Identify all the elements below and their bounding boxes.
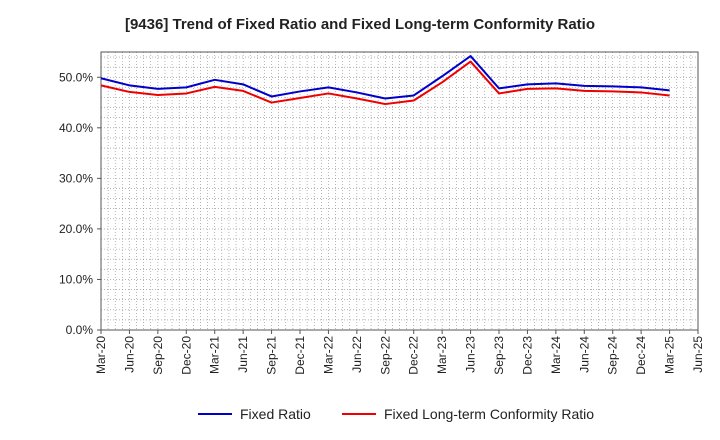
x-tick-label: Jun-21 <box>236 336 250 373</box>
y-tick-label: 0.0% <box>66 323 94 337</box>
x-tick-label: Jun-22 <box>350 336 364 373</box>
x-tick-label: Sep-20 <box>151 336 165 375</box>
x-tick-label: Jun-23 <box>464 336 478 373</box>
y-axis-ticks: 0.0% 10.0% 20.0% 30.0% 40.0% 50.0% <box>59 70 101 337</box>
x-tick-label: Sep-24 <box>606 336 620 375</box>
series-line-1 <box>100 55 670 100</box>
x-tick-label: Sep-21 <box>265 336 279 375</box>
x-tick-label: Mar-25 <box>663 336 677 374</box>
x-tick-label: Dec-21 <box>293 336 307 375</box>
x-tick-label: Mar-22 <box>321 336 335 374</box>
x-tick-label: Sep-22 <box>378 336 392 375</box>
legend-label: Fixed Long-term Conformity Ratio <box>384 406 594 422</box>
x-tick-label: Mar-21 <box>208 336 222 374</box>
x-tick-label: Jun-24 <box>577 336 591 373</box>
legend: Fixed Ratio Fixed Long-term Conformity Ra… <box>198 406 594 422</box>
x-tick-label: Dec-23 <box>520 336 534 375</box>
x-tick-label: Dec-22 <box>407 336 421 375</box>
x-tick-label: Mar-24 <box>549 336 563 374</box>
x-tick-label: Jun-25 <box>691 336 705 373</box>
x-axis-ticks: Mar-20 Jun-20 Sep-20 Dec-20 Mar-21 Jun-21 Sep-… <box>94 330 705 375</box>
y-tick-label: 10.0% <box>59 272 93 286</box>
chart-title: [9436] Trend of Fixed Ratio and Fixed Lo… <box>124 16 596 33</box>
x-tick-label: Jun-20 <box>122 336 136 373</box>
y-tick-label: 50.0% <box>59 70 93 84</box>
x-tick-label: Dec-20 <box>179 336 193 375</box>
legend-label: Fixed Ratio <box>240 406 311 422</box>
x-tick-label: Mar-23 <box>435 336 449 374</box>
grid <box>101 52 698 330</box>
series-layer <box>100 55 670 106</box>
x-tick-label: Sep-23 <box>492 336 506 375</box>
x-tick-label: Mar-20 <box>94 336 108 374</box>
x-tick-label: Dec-24 <box>634 336 648 375</box>
y-tick-label: 40.0% <box>59 121 93 135</box>
y-tick-label: 30.0% <box>59 171 93 185</box>
plot-frame <box>100 51 699 331</box>
series-line-2 <box>100 60 670 106</box>
y-tick-label: 20.0% <box>59 222 93 236</box>
